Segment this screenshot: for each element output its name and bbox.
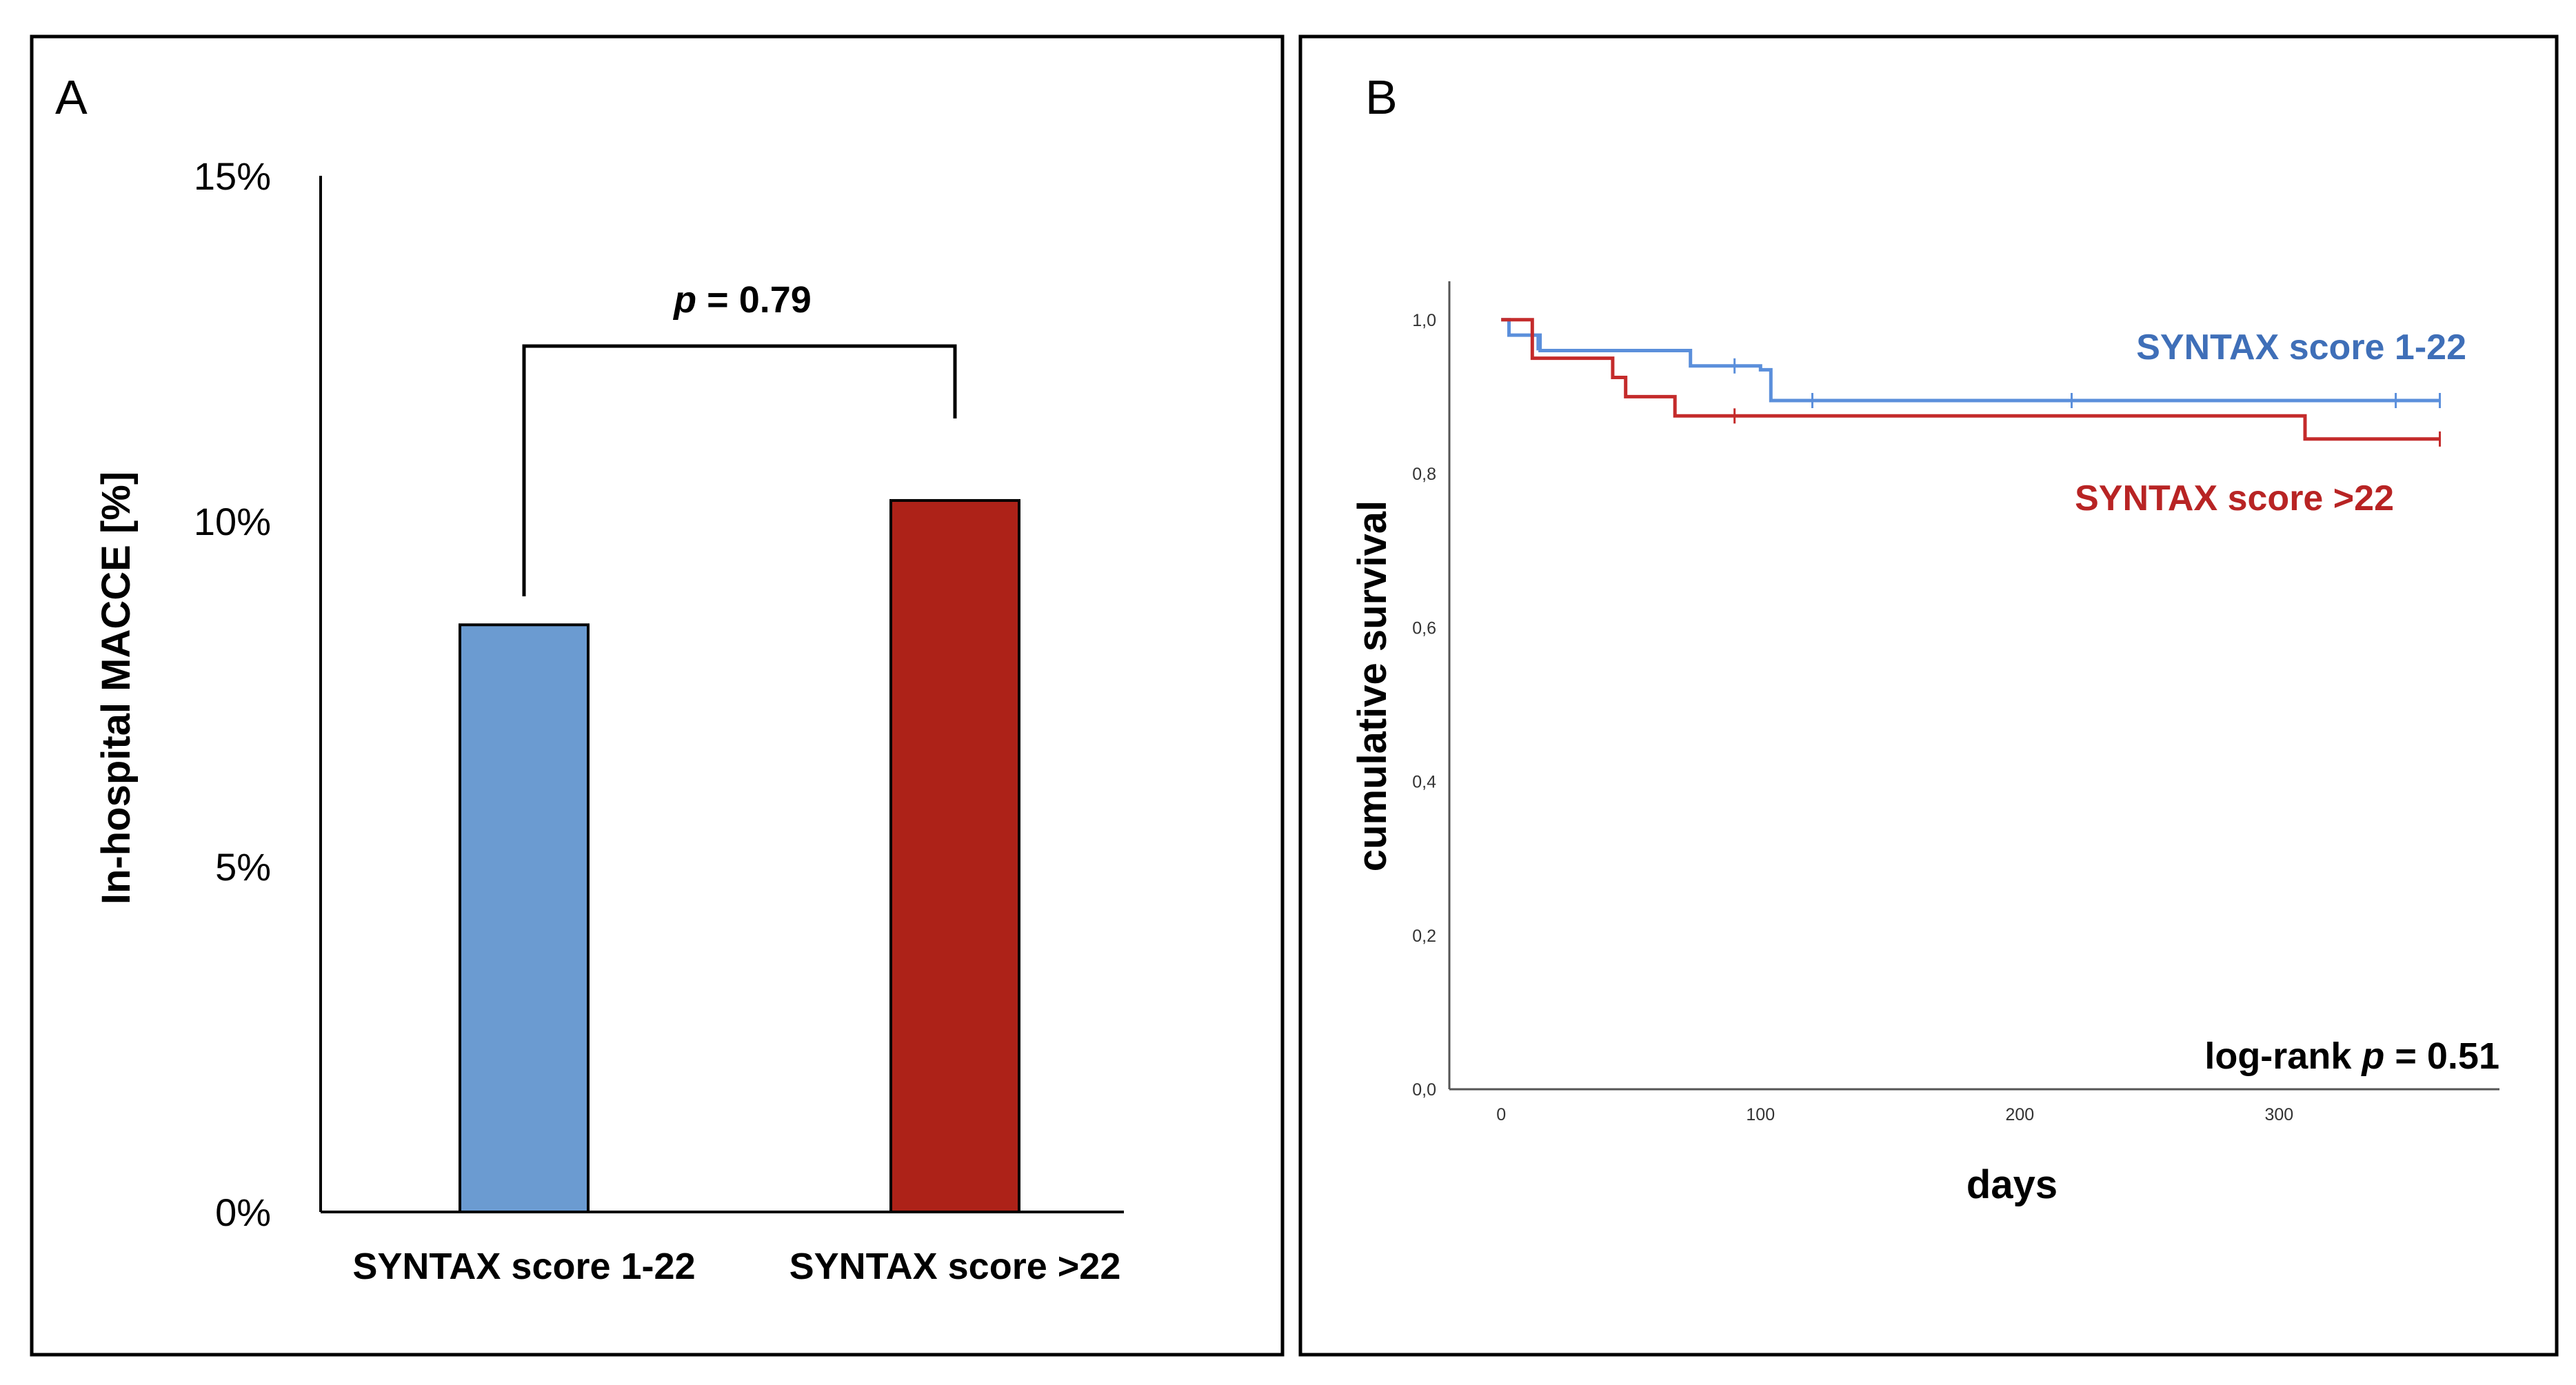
panel-a: A In-hospital MACCE [%] 0% 5% 10% 15% SYNTA…: [30, 34, 1285, 1357]
significance-bracket: [522, 344, 957, 596]
y-tick-label: 1,0: [1412, 311, 1436, 330]
y-tick-label: 0,6: [1412, 618, 1436, 638]
x-tick-label: 200: [2005, 1105, 2034, 1124]
panel-b-survival-curves: [1501, 318, 2442, 447]
survival-curve-2: [1501, 318, 2440, 441]
panel-b-letter: B: [1365, 70, 1398, 124]
bar-2: [889, 498, 1020, 1214]
y-tick-label: 0,2: [1412, 927, 1436, 946]
log-rank-p-symbol: p: [2360, 1035, 2384, 1077]
legend-label-syntax-over-22: SYNTAX score >22: [2075, 478, 2394, 518]
panel-b-ticks: 0,0 0,2 0,4 0,6 0,8 1,0 0 100 200 300: [1412, 311, 2293, 1124]
log-rank-value: = 0.51: [2384, 1035, 2499, 1077]
panel-a-bars: [459, 498, 1020, 1214]
y-tick-label: 15%: [194, 154, 271, 198]
x-tick-label: 100: [1746, 1105, 1775, 1124]
log-rank-annotation: log-rank p = 0.51: [2204, 1035, 2499, 1077]
panel-b-frame: [1298, 34, 2559, 1357]
log-rank-prefix: log-rank: [2204, 1035, 2362, 1077]
x-tick-label: 0: [1496, 1105, 1506, 1124]
category-label: SYNTAX score >22: [789, 1246, 1121, 1287]
p-value-annotation: p = 0.79: [672, 279, 812, 321]
panel-a-y-ticks: 0% 5% 10% 15%: [194, 154, 271, 1234]
y-tick-label: 0%: [215, 1191, 271, 1234]
panel-a-frame: [30, 34, 1285, 1357]
category-label: SYNTAX score 1-22: [352, 1246, 695, 1287]
y-tick-label: 0,4: [1412, 773, 1436, 792]
legend-label-syntax-1-22: SYNTAX score 1-22: [2136, 327, 2466, 367]
panel-b-x-axis-label: days: [1966, 1162, 2057, 1207]
p-value-text: = 0.79: [696, 279, 812, 321]
y-tick-label: 0,8: [1412, 465, 1436, 484]
panel-b: B cumulative survival days 0,00,20,40,60…: [1298, 34, 2559, 1357]
y-tick-label: 5%: [215, 845, 271, 889]
panel-a-y-axis-label: In-hospital MACCE [%]: [94, 472, 139, 904]
bar-1: [459, 623, 590, 1213]
p-value-symbol: p: [672, 279, 696, 321]
panel-a-category-labels: SYNTAX score 1-22 SYNTAX score >22: [352, 1246, 1120, 1287]
y-tick-label: 10%: [194, 500, 271, 543]
panel-a-letter: A: [55, 70, 88, 124]
y-tick-label: 0,0: [1412, 1080, 1436, 1100]
survival-curve-1: [1501, 318, 2440, 403]
x-tick-label: 300: [2264, 1105, 2293, 1124]
panel-b-y-axis-label: cumulative survival: [1350, 501, 1395, 871]
